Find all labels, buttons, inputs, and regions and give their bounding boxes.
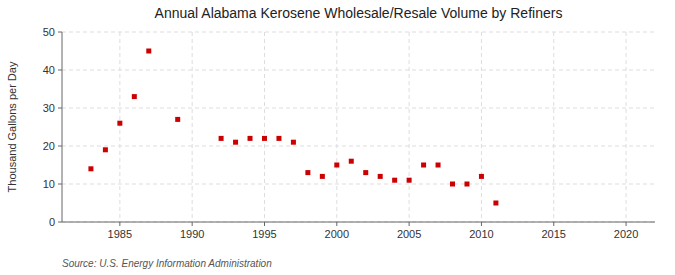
grid-line-y [62,222,655,223]
point [146,49,151,54]
x-tick [553,222,554,226]
y-axis-label: Thousand Gallons per Day [6,61,18,192]
grid-line-x [626,32,627,222]
point [88,166,93,171]
grid-line-y [62,146,655,147]
grid-line-y [62,184,655,185]
x-tick-label: 1995 [252,228,276,240]
point [233,140,238,145]
grid-line-x [553,32,554,222]
point [320,174,325,179]
chart: 1985 1990 1995 2000 2005 2010 2015 2020 0 10 20 30 4… [0,0,675,275]
x-tick [481,222,482,226]
points [88,49,498,206]
x-tick [119,222,120,226]
y-tick-label: 20 [43,140,55,152]
y-tick [58,70,62,71]
point [132,94,137,99]
chart-container: 1985 1990 1995 2000 2005 2010 2015 2020 0 10 20 30 4… [0,0,675,275]
grid [62,32,655,222]
grid-line-x [409,32,410,222]
point [103,147,108,152]
x-tick [409,222,410,226]
x-tick-label: 2020 [614,228,638,240]
point [378,174,383,179]
x-tick-label: 1985 [108,228,132,240]
point [407,178,412,183]
x-tick-label: 2005 [397,228,421,240]
y-tick-label: 10 [43,178,55,190]
point [175,117,180,122]
grid-line-y [62,108,655,109]
point [479,174,484,179]
point [493,201,498,206]
y-tick [58,32,62,33]
grid-line-x [119,32,120,222]
point [219,136,224,141]
grid-line-x [336,32,337,222]
point [363,170,368,175]
grid-line-x [481,32,482,222]
point [248,136,253,141]
x-tick [336,222,337,226]
point [436,163,441,168]
point [450,182,455,187]
y-tick-label: 30 [43,102,55,114]
x-tick-label: 2010 [469,228,493,240]
x-tick [264,222,265,226]
grid-line-y [62,70,655,71]
y-tick [58,222,62,223]
grid-line-y [62,32,655,33]
x-axis-line [62,222,655,223]
point [334,163,339,168]
y-tick-label: 40 [43,64,55,76]
point [305,170,310,175]
source-note: Source: U.S. Energy Information Administ… [62,258,272,269]
point [117,121,122,126]
x-tick-label: 1990 [180,228,204,240]
y-tick [58,184,62,185]
x-tick-label: 2015 [542,228,566,240]
axes: 1985 1990 1995 2000 2005 2010 2015 2020 0 10 20 30 4… [43,26,655,240]
point [349,159,354,164]
point [421,163,426,168]
x-tick-label: 2000 [325,228,349,240]
grid-line-x [264,32,265,222]
x-tick [192,222,193,226]
y-axis-line [62,32,63,222]
y-tick-label: 50 [43,26,55,38]
y-tick [58,108,62,109]
y-tick [58,146,62,147]
x-tick [626,222,627,226]
point [464,182,469,187]
y-tick-label: 0 [49,216,55,228]
point [262,136,267,141]
point [392,178,397,183]
grid-line-x [192,32,193,222]
title: Annual Alabama Kerosene Wholesale/Resale… [155,5,563,21]
point [291,140,296,145]
point [276,136,281,141]
